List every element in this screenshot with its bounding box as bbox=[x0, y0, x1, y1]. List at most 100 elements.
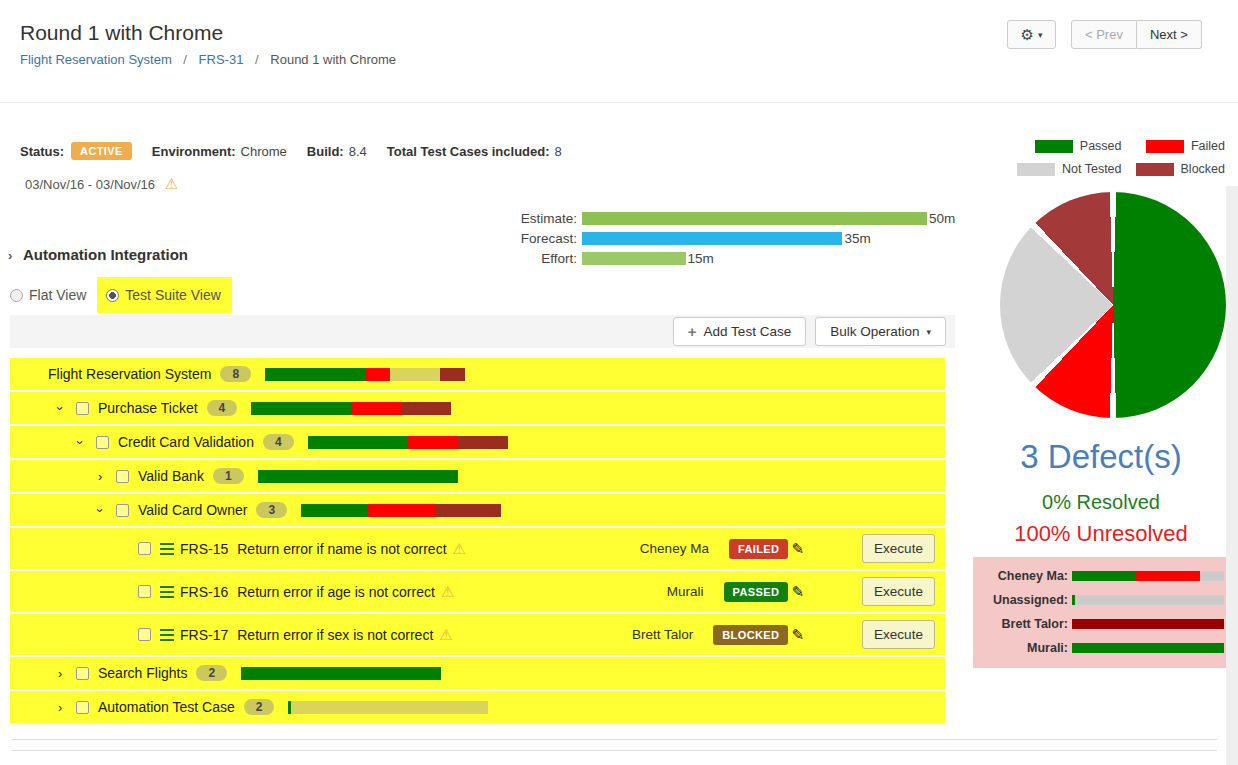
scrollbar-track[interactable] bbox=[1226, 186, 1238, 765]
build-label: Build: bbox=[307, 144, 344, 159]
page-title: Round 1 with Chrome bbox=[20, 21, 223, 45]
metric-row-forecast: Forecast:35m bbox=[482, 228, 927, 248]
execution-status-badge[interactable]: BLOCKED bbox=[713, 625, 788, 645]
table-footer-line bbox=[12, 750, 1217, 751]
tree-row-suite-purchase-ticket[interactable]: ›Purchase Ticket4 bbox=[10, 392, 945, 426]
settings-dropdown-button[interactable]: ⚙ ▾ bbox=[1007, 20, 1056, 49]
status-bar-segment-failed bbox=[351, 402, 401, 415]
tree-row-suite-valid-card-owner[interactable]: ›Valid Card Owner3 bbox=[10, 494, 945, 528]
chevron-right-icon[interactable]: › bbox=[58, 700, 76, 715]
legend-label: Not Tested bbox=[1062, 162, 1122, 176]
legend-swatch bbox=[1017, 163, 1055, 176]
assignee-progress-panel: Cheney Ma:Unassigned:Brett Talor:Murali: bbox=[973, 557, 1231, 668]
tree-row-test-frs-17[interactable]: FRS-17Return error if sex is not correct… bbox=[10, 614, 945, 657]
status-bar-segment-passed bbox=[308, 436, 408, 449]
breadcrumb-issue-link[interactable]: FRS-31 bbox=[199, 52, 244, 67]
status-bar-segment-failed bbox=[368, 504, 435, 517]
chevron-down-icon: ▾ bbox=[1038, 30, 1043, 40]
test-suite-tree: Flight Reservation System8 › Purchase Tick… bbox=[10, 358, 945, 725]
chevron-right-icon[interactable]: › bbox=[58, 666, 76, 681]
tree-row-test-frs-15[interactable]: FRS-15Return error if name is not correc… bbox=[10, 528, 945, 571]
assignee-bar-segment bbox=[1072, 571, 1136, 581]
add-test-case-button[interactable]: + Add Test Case bbox=[673, 317, 806, 346]
radio-selected-icon[interactable] bbox=[106, 289, 119, 302]
count-badge: 8 bbox=[220, 366, 251, 382]
row-checkbox[interactable] bbox=[76, 402, 89, 415]
prev-next-group: < Prev Next > bbox=[1071, 20, 1202, 49]
bulk-operation-label: Bulk Operation bbox=[830, 324, 919, 339]
tree-row-suite-valid-bank[interactable]: › Valid Bank 1 bbox=[10, 460, 945, 494]
row-checkbox[interactable] bbox=[138, 628, 151, 641]
breadcrumb-separator: / bbox=[183, 52, 187, 67]
execute-button[interactable]: Execute bbox=[862, 620, 935, 649]
tree-row-test-frs-16[interactable]: FRS-16Return error if age is not correct… bbox=[10, 571, 945, 614]
edit-status-icon[interactable]: ✎ bbox=[791, 540, 804, 558]
count-badge: 2 bbox=[196, 665, 227, 681]
prev-button[interactable]: < Prev bbox=[1071, 20, 1137, 49]
next-button[interactable]: Next > bbox=[1137, 20, 1202, 49]
breadcrumb-project-link[interactable]: Flight Reservation System bbox=[20, 52, 172, 67]
count-badge: 1 bbox=[213, 468, 244, 484]
status-bar bbox=[258, 470, 458, 483]
add-test-case-label: Add Test Case bbox=[704, 324, 792, 339]
suite-label: Purchase Ticket bbox=[98, 400, 198, 416]
row-checkbox[interactable] bbox=[138, 585, 151, 598]
warning-icon: ⚠ bbox=[439, 626, 452, 644]
legend-swatch bbox=[1035, 140, 1073, 153]
tree-row-suite-search-flights[interactable]: ›Search Flights2 bbox=[10, 657, 945, 691]
resolved-percent: 0% Resolved bbox=[970, 491, 1232, 514]
row-checkbox[interactable] bbox=[76, 667, 89, 680]
plus-icon: + bbox=[688, 323, 697, 340]
edit-status-icon[interactable]: ✎ bbox=[791, 626, 804, 644]
test-case-icon bbox=[160, 629, 174, 641]
defects-summary: 3 Defect(s) 0% Resolved 100% Unresolved bbox=[970, 438, 1232, 547]
breadcrumb-current: Round 1 with Chrome bbox=[270, 52, 396, 67]
status-label: Status: bbox=[20, 144, 64, 159]
tree-row-suite-automation-test-case[interactable]: ›Automation Test Case2 bbox=[10, 691, 945, 725]
test-summary: Return error if name is not correct bbox=[237, 541, 446, 557]
edit-status-icon[interactable]: ✎ bbox=[791, 583, 804, 601]
row-checkbox[interactable] bbox=[138, 542, 151, 555]
status-bar-segment-passed bbox=[241, 667, 441, 680]
chevron-down-icon[interactable]: › bbox=[58, 401, 76, 416]
status-bar bbox=[288, 701, 488, 714]
status-bar-segment-failed bbox=[408, 436, 458, 449]
view-mode-options: Flat View Test Suite View bbox=[8, 277, 232, 313]
row-checkbox[interactable] bbox=[116, 504, 129, 517]
status-bar bbox=[301, 504, 501, 517]
radio-icon[interactable] bbox=[10, 289, 23, 302]
view-option-flat-view[interactable]: Flat View bbox=[8, 277, 97, 313]
automation-integration-section[interactable]: › Automation Integration bbox=[8, 246, 188, 263]
chevron-down-icon[interactable]: › bbox=[98, 503, 116, 518]
defect-count: 3 Defect(s) bbox=[970, 438, 1232, 476]
cycle-summary: Status: ACTIVE Environment: Chrome Build… bbox=[20, 142, 582, 160]
row-checkbox[interactable] bbox=[96, 436, 109, 449]
execute-button[interactable]: Execute bbox=[862, 534, 935, 563]
row-checkbox[interactable] bbox=[116, 470, 129, 483]
assignee-name: Cheney Ma bbox=[559, 541, 709, 556]
tree-row-suite-flight-reservation-system[interactable]: Flight Reservation System8 bbox=[10, 358, 945, 392]
suite-label: Valid Bank bbox=[138, 468, 204, 484]
view-option-label: Flat View bbox=[29, 287, 86, 303]
status-bar-segment-failed bbox=[365, 368, 390, 381]
assignee-row-cheney-ma: Cheney Ma: bbox=[973, 564, 1231, 588]
chevron-down-icon[interactable]: › bbox=[78, 435, 96, 450]
suite-label: Valid Card Owner bbox=[138, 502, 247, 518]
execution-status-badge[interactable]: FAILED bbox=[729, 539, 789, 559]
metric-bar bbox=[582, 212, 927, 225]
row-checkbox[interactable] bbox=[76, 701, 89, 714]
gear-icon: ⚙ bbox=[1021, 27, 1034, 42]
warning-icon: ⚠ bbox=[165, 175, 178, 192]
test-key: FRS-16 bbox=[180, 584, 228, 600]
environment-value: Chrome bbox=[241, 144, 287, 159]
chevron-right-icon[interactable]: › bbox=[98, 469, 116, 484]
assignee-row-unassigned: Unassigned: bbox=[973, 588, 1231, 612]
bulk-operation-button[interactable]: Bulk Operation ▾ bbox=[815, 317, 946, 346]
view-option-test-suite-view[interactable]: Test Suite View bbox=[97, 277, 231, 313]
execution-status-badge[interactable]: PASSED bbox=[724, 582, 789, 602]
metric-label: Estimate: bbox=[482, 211, 577, 226]
assignee-name: Brett Talor bbox=[543, 627, 693, 642]
tree-row-suite-credit-card-validation[interactable]: ›Credit Card Validation4 bbox=[10, 426, 945, 460]
assignee-bar-segment bbox=[1136, 571, 1200, 581]
execute-button[interactable]: Execute bbox=[862, 577, 935, 606]
